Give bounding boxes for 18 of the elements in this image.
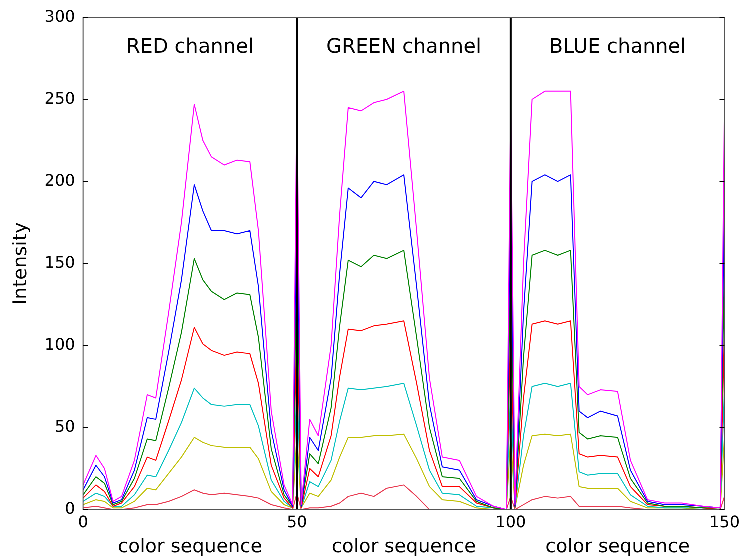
y-tick-label: 0 [65,498,76,518]
y-axis-title: Intensity [9,222,32,306]
text: color sequence [332,535,476,558]
text: color sequence [546,535,690,558]
annotation: GREEN channel [326,34,482,58]
y-tick-label: 250 [44,88,76,108]
y-tick-label: 200 [44,170,76,190]
annotation: RED channel [126,34,254,58]
y-tick-label: 150 [44,252,76,272]
x-tick-label: 0 [78,512,88,532]
y-tick-label: 50 [54,416,76,436]
x-tick-label: 100 [496,512,526,532]
annotation: BLUE channel [550,34,686,58]
x-axis-title: color sequence [118,535,262,558]
y-tick-label: 300 [44,6,76,26]
x-tick-label: 50 [286,512,308,532]
y-tick-label: 100 [44,334,76,354]
x-tick-label: 150 [709,512,740,532]
